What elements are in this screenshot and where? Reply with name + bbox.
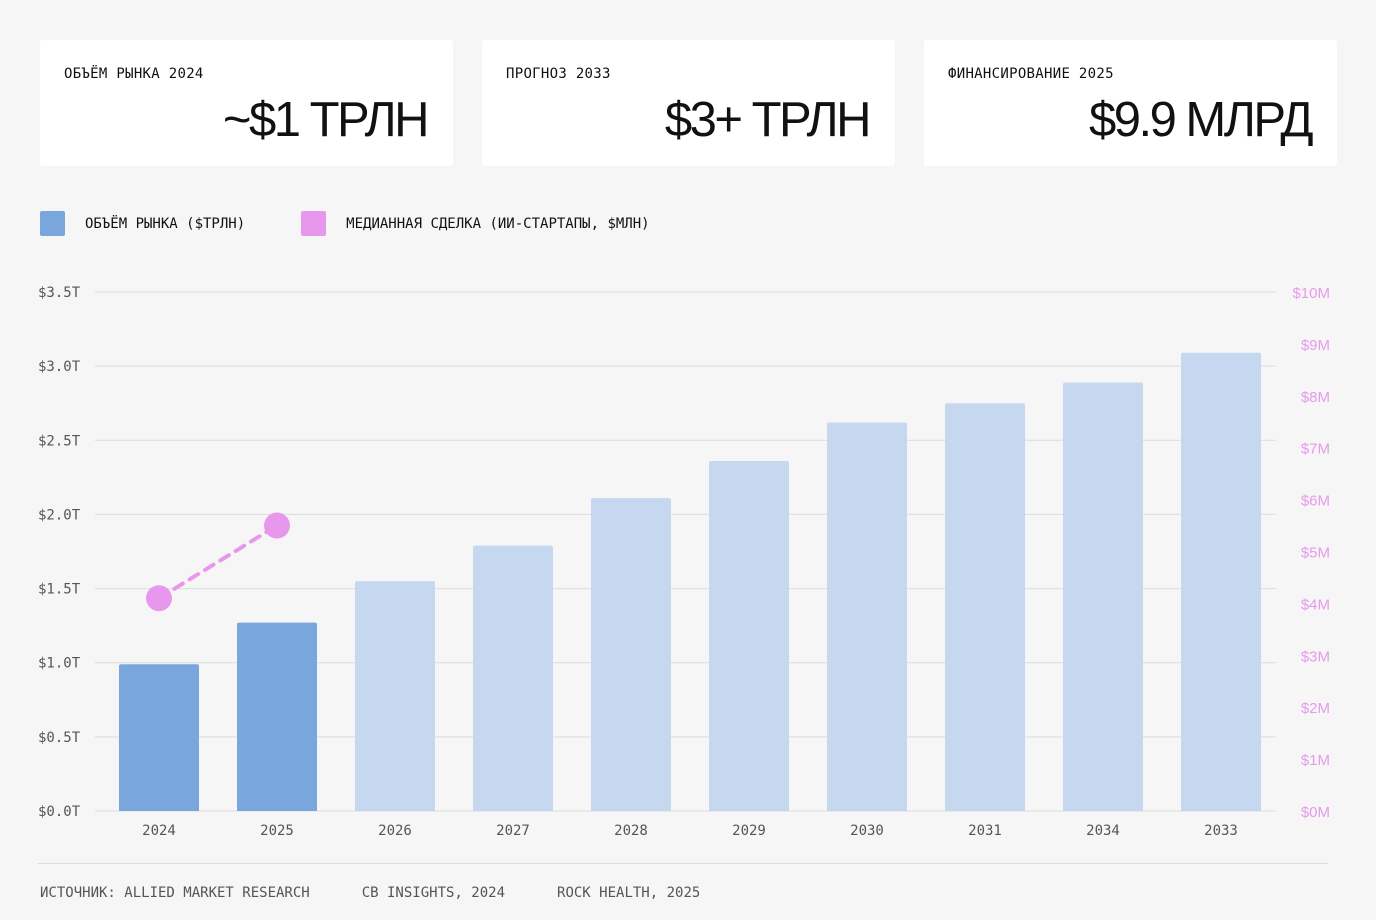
y-left-tick-label: $1.0T (38, 656, 81, 672)
bar (709, 461, 789, 811)
bar (355, 581, 435, 811)
x-tick-label: 2029 (732, 823, 766, 839)
x-tick-label: 2025 (260, 823, 294, 839)
legend-item-median-deal: МЕДИАННАЯ СДЕЛКА (ИИ-СТАРТАПЫ, $МЛН) (301, 211, 650, 236)
stat-card-funding-2025: ФИНАНСИРОВАНИЕ 2025 $9.9 МЛРД (924, 40, 1337, 166)
y-right-tick-label: $2M (1301, 700, 1330, 717)
stat-value: $3+ ТРЛН (664, 93, 872, 147)
bar (473, 545, 553, 811)
y-right-tick-label: $6M (1301, 493, 1330, 510)
source-1: ИСТОЧНИК: ALLIED MARKET RESEARCH (40, 885, 310, 901)
y-right-tick-label: $10M (1292, 285, 1330, 302)
legend-label-market: ОБЪЁМ РЫНКА ($ТРЛН) (85, 215, 246, 232)
y-left-tick-label: $3.5T (38, 285, 81, 301)
stats-row: ОБЪЁМ РЫНКА 2024 ~$1 ТРЛН ПРОГНОЗ 2033 $… (40, 40, 1337, 166)
y-right-tick-label: $5M (1301, 545, 1330, 562)
stat-card-market-2024: ОБЪЁМ РЫНКА 2024 ~$1 ТРЛН (40, 40, 453, 166)
sources-footer: ИСТОЧНИК: ALLIED MARKET RESEARCH CB INSI… (40, 885, 700, 901)
bar (945, 403, 1025, 811)
median-deal-line (157, 523, 279, 601)
x-tick-label: 2028 (614, 823, 648, 839)
bar (237, 622, 317, 811)
bar (827, 422, 907, 811)
median-deal-point (146, 585, 172, 612)
y-right-tick-label: $0M (1301, 804, 1330, 821)
bar (119, 664, 199, 811)
x-tick-label: 2031 (968, 823, 1002, 839)
footer-divider (38, 863, 1328, 864)
y-left-tick-label: $0.0T (38, 804, 81, 820)
bar (1063, 382, 1143, 811)
x-tick-label: 2030 (850, 823, 884, 839)
stat-value: $9.9 МЛРД (1088, 93, 1314, 147)
y-left-tick-label: $2.0T (38, 507, 81, 523)
source-2: CB INSIGHTS, 2024 (361, 885, 506, 901)
legend-swatch-market (40, 211, 65, 236)
y-right-tick-label: $9M (1301, 337, 1330, 354)
x-tick-label: 2026 (378, 823, 412, 839)
y-right-tick-label: $3M (1301, 648, 1330, 665)
x-tick-label: 2024 (142, 823, 176, 839)
bar (1181, 352, 1261, 811)
stat-card-forecast-2033: ПРОГНОЗ 2033 $3+ ТРЛН (482, 40, 895, 166)
y-right-tick-label: $1M (1301, 752, 1330, 769)
y-right-tick-label: $7M (1301, 441, 1330, 458)
legend-item-market: ОБЪЁМ РЫНКА ($ТРЛН) (40, 211, 245, 236)
stat-label: ФИНАНСИРОВАНИЕ 2025 (948, 66, 1114, 82)
legend-label-median-deal: МЕДИАННАЯ СДЕЛКА (ИИ-СТАРТАПЫ, $МЛН) (346, 215, 650, 232)
y-right-tick-label: $4M (1301, 596, 1330, 613)
bar (591, 498, 671, 811)
chart-plot: $0.0T $0.5T $1.0T $1.5T $2.0T $2.5T $3.0T $3.5T… (38, 285, 1330, 839)
y-left-tick-label: $3.0T (38, 359, 81, 375)
legend-swatch-median-deal (301, 211, 327, 236)
x-tick-label: 2034 (1086, 823, 1120, 839)
x-tick-label: 2027 (496, 823, 530, 839)
y-left-tick-label: $0.5T (38, 730, 81, 746)
stat-value: ~$1 ТРЛН (222, 93, 430, 147)
y-left-tick-label: $1.5T (38, 582, 81, 598)
stat-label: ПРОГНОЗ 2033 (506, 66, 611, 82)
stat-label: ОБЪЁМ РЫНКА 2024 (64, 66, 204, 82)
median-deal-point (264, 512, 290, 539)
y-right-tick-label: $8M (1301, 389, 1330, 406)
y-left-tick-label: $2.5T (38, 433, 81, 449)
source-3: ROCK HEALTH, 2025 (557, 885, 701, 901)
x-tick-label: 2033 (1204, 823, 1238, 839)
chart-legend: ОБЪЁМ РЫНКА ($ТРЛН) МЕДИАННАЯ СДЕЛКА (ИИ… (40, 211, 650, 236)
